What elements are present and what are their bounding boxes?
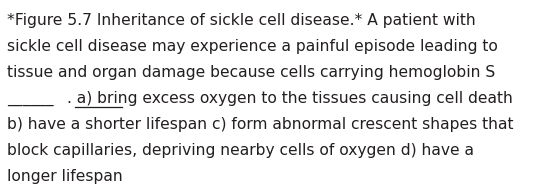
Text: ______: ______ [7,91,54,106]
Text: tissue and organ damage because cells carrying hemoglobin S: tissue and organ damage because cells ca… [7,65,496,80]
Text: b) have a shorter lifespan c) form abnormal crescent shapes that: b) have a shorter lifespan c) form abnor… [7,117,514,132]
Text: *Figure 5.7 Inheritance of sickle cell disease.* A patient with: *Figure 5.7 Inheritance of sickle cell d… [7,13,476,28]
Text: . a) bring excess oxygen to the tissues causing cell death: . a) bring excess oxygen to the tissues … [68,91,513,106]
Text: block capillaries, depriving nearby cells of oxygen d) have a: block capillaries, depriving nearby cell… [7,143,474,158]
Text: sickle cell disease may experience a painful episode leading to: sickle cell disease may experience a pai… [7,39,498,54]
Text: longer lifespan: longer lifespan [7,169,123,184]
